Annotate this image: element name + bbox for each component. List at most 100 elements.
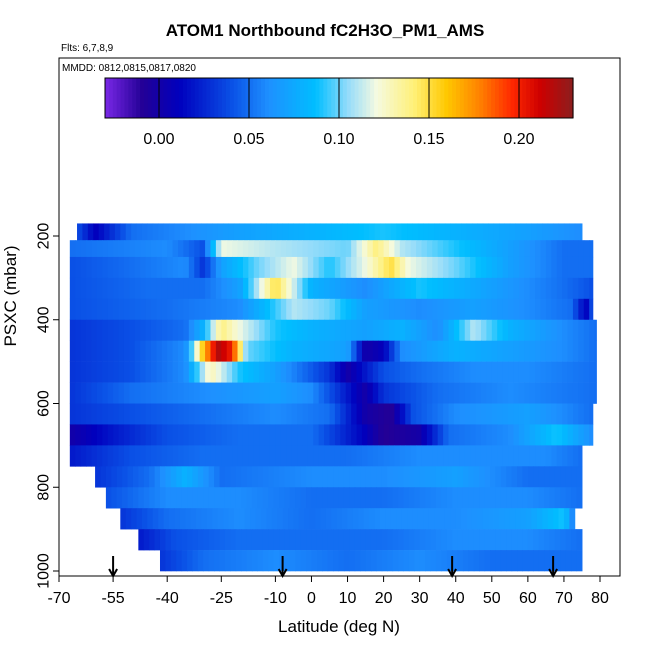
heatmap-cell xyxy=(86,240,92,258)
heatmap-cell xyxy=(334,256,341,279)
heatmap-cell xyxy=(259,445,266,467)
heatmap-cell xyxy=(248,445,255,467)
heatmap-cell xyxy=(307,382,314,404)
heatmap-cell xyxy=(275,240,282,258)
heatmap-cell xyxy=(506,487,513,509)
heatmap-cell xyxy=(572,240,579,258)
heatmap-cell xyxy=(473,466,480,488)
heatmap-cell xyxy=(515,223,522,241)
colorbar-swatch xyxy=(370,78,375,118)
heatmap-cell xyxy=(387,550,394,572)
heatmap-cell xyxy=(197,487,204,509)
heatmap-cell xyxy=(210,319,217,341)
heatmap-cell xyxy=(556,382,563,404)
heatmap-cell xyxy=(241,466,248,488)
heatmap-cell xyxy=(556,240,563,258)
heatmap-cell xyxy=(327,487,334,509)
heatmap-cell xyxy=(188,382,195,404)
heatmap-cell xyxy=(480,445,487,467)
colorbar-swatch xyxy=(424,78,430,118)
heatmap-cell xyxy=(120,223,127,241)
flight-arrows xyxy=(108,556,558,579)
heatmap-cell xyxy=(221,298,228,321)
heatmap-cell xyxy=(280,382,287,404)
heatmap-cell xyxy=(286,277,293,300)
heatmap-cell xyxy=(275,277,282,300)
heatmap-cell xyxy=(464,319,471,341)
heatmap-cell xyxy=(248,361,255,383)
heatmap-cell xyxy=(280,424,287,446)
heatmap-cell xyxy=(398,466,404,488)
heatmap-cell xyxy=(178,256,184,279)
heatmap-cell xyxy=(356,424,363,446)
heatmap-cell xyxy=(491,403,498,425)
heatmap-cell xyxy=(109,223,116,241)
heatmap-cell xyxy=(453,361,460,383)
heatmap-cell xyxy=(491,361,498,383)
heatmap-cell xyxy=(297,256,303,279)
heatmap-cell xyxy=(508,319,514,341)
heatmap-cell xyxy=(529,403,536,425)
heatmap-cell xyxy=(172,298,179,321)
heatmap-cell xyxy=(210,445,217,467)
colorbar-swatch xyxy=(366,78,371,118)
heatmap-cell xyxy=(378,319,385,341)
heatmap-cell xyxy=(392,466,399,488)
heatmap-cell xyxy=(199,445,206,467)
heatmap-cell xyxy=(396,508,403,530)
heatmap-cell xyxy=(178,298,184,321)
heatmap-cell xyxy=(572,256,579,279)
heatmap-cell xyxy=(367,445,374,467)
heatmap-cell xyxy=(352,508,359,530)
colorbar-swatch xyxy=(327,78,332,118)
heatmap-cell xyxy=(343,466,350,488)
heatmap-cell xyxy=(158,508,165,530)
heatmap-cell xyxy=(556,445,563,467)
heatmap-cell xyxy=(262,487,269,509)
heatmap-cell xyxy=(302,361,309,383)
heatmap-cell xyxy=(145,340,152,362)
heatmap-cell xyxy=(493,223,500,241)
heatmap-cell xyxy=(268,529,275,551)
heatmap-cell xyxy=(497,382,504,404)
heatmap-cell xyxy=(513,256,520,279)
heatmap-cell xyxy=(145,424,152,446)
heatmap-cell xyxy=(394,340,401,362)
heatmap-cell xyxy=(203,550,210,572)
heatmap-cell xyxy=(535,256,541,279)
heatmap-cell xyxy=(509,508,516,530)
heatmap-cell xyxy=(259,256,266,279)
heatmap-cell xyxy=(313,298,320,321)
heatmap-cell xyxy=(480,256,487,279)
heatmap-cell xyxy=(190,223,197,241)
heatmap-cell xyxy=(361,277,368,300)
heatmap-cell xyxy=(297,382,303,404)
heatmap-cell xyxy=(235,487,242,509)
heatmap-cell xyxy=(253,340,260,362)
heatmap-cell xyxy=(123,424,130,446)
heatmap-cell xyxy=(250,223,257,241)
heatmap-cell xyxy=(242,319,249,341)
heatmap-cell xyxy=(572,361,579,383)
heatmap-cell xyxy=(443,340,450,362)
heatmap-cell xyxy=(347,508,354,530)
heatmap-cell xyxy=(253,240,260,258)
heatmap-cell xyxy=(394,445,401,467)
heatmap-cell xyxy=(495,529,502,551)
heatmap-cell xyxy=(210,403,217,425)
heatmap-cell xyxy=(403,550,410,572)
heatmap-cell xyxy=(291,424,298,446)
heatmap-cell xyxy=(444,223,451,241)
heatmap-cell xyxy=(201,223,208,241)
heatmap-cell xyxy=(80,240,87,258)
heatmap-cell xyxy=(545,319,552,341)
heatmap-cell xyxy=(302,240,309,258)
heatmap-cell xyxy=(156,445,163,467)
heatmap-cell xyxy=(356,298,363,321)
heatmap-cell xyxy=(497,403,504,425)
heatmap-cell xyxy=(432,340,439,362)
heatmap-cell xyxy=(242,424,249,446)
heatmap-cell xyxy=(334,319,341,341)
heatmap-cell xyxy=(315,223,321,241)
heatmap-cell xyxy=(538,529,545,551)
